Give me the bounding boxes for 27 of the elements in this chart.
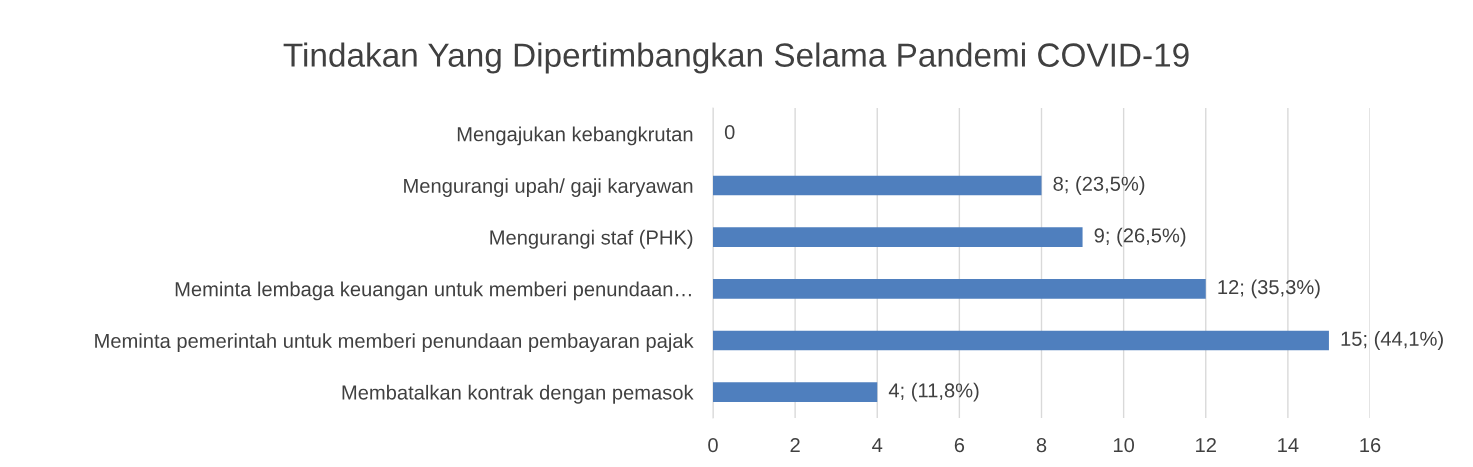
data-label: 0 [724, 124, 735, 140]
x-tick-label: 14 [1278, 438, 1299, 453]
data-label: 12; (35,3%) [1218, 279, 1320, 299]
y-tick-label: Meminta pemerintah untuk memberi penundaan pembayaran pajak [95, 333, 694, 352]
bar [713, 175, 1042, 196]
y-tick-label: Membatalkan kontrak dengan pemasok [342, 384, 694, 404]
data-label: 15; (44,1%) [1341, 331, 1443, 350]
data-label: 8; (23,5%) [1053, 176, 1145, 195]
chart-title: Tindakan Yang Dipertimbangkan Selama Pandemi COVID-19 [283, 42, 1189, 74]
bar [713, 330, 1329, 351]
x-tick-label: 12 [1196, 437, 1216, 453]
y-tick-label: Mengurangi staf (PHK) [490, 229, 693, 249]
data-label: 4; (11,8%) [888, 382, 979, 402]
x-tick-label: 6 [954, 437, 965, 453]
x-tick-label: 0 [708, 437, 718, 453]
data-label: 9; (26,5%) [1094, 227, 1186, 247]
x-tick-label: 10 [1113, 437, 1135, 453]
x-tick-label: 16 [1360, 437, 1381, 453]
bar [713, 279, 1206, 299]
y-tick-label: Mengajukan kebangkrutan [457, 126, 693, 146]
x-tick-label: 4 [872, 438, 883, 453]
bar [713, 382, 878, 402]
bar [713, 227, 1083, 247]
x-tick-label: 8 [1036, 437, 1047, 453]
x-tick-label: 2 [790, 437, 800, 453]
y-tick-label: Meminta lembaga keuangan untuk memberi penundaan… [175, 281, 691, 301]
y-tick-label: Mengurangi upah/ gaji karyawan [404, 178, 693, 197]
